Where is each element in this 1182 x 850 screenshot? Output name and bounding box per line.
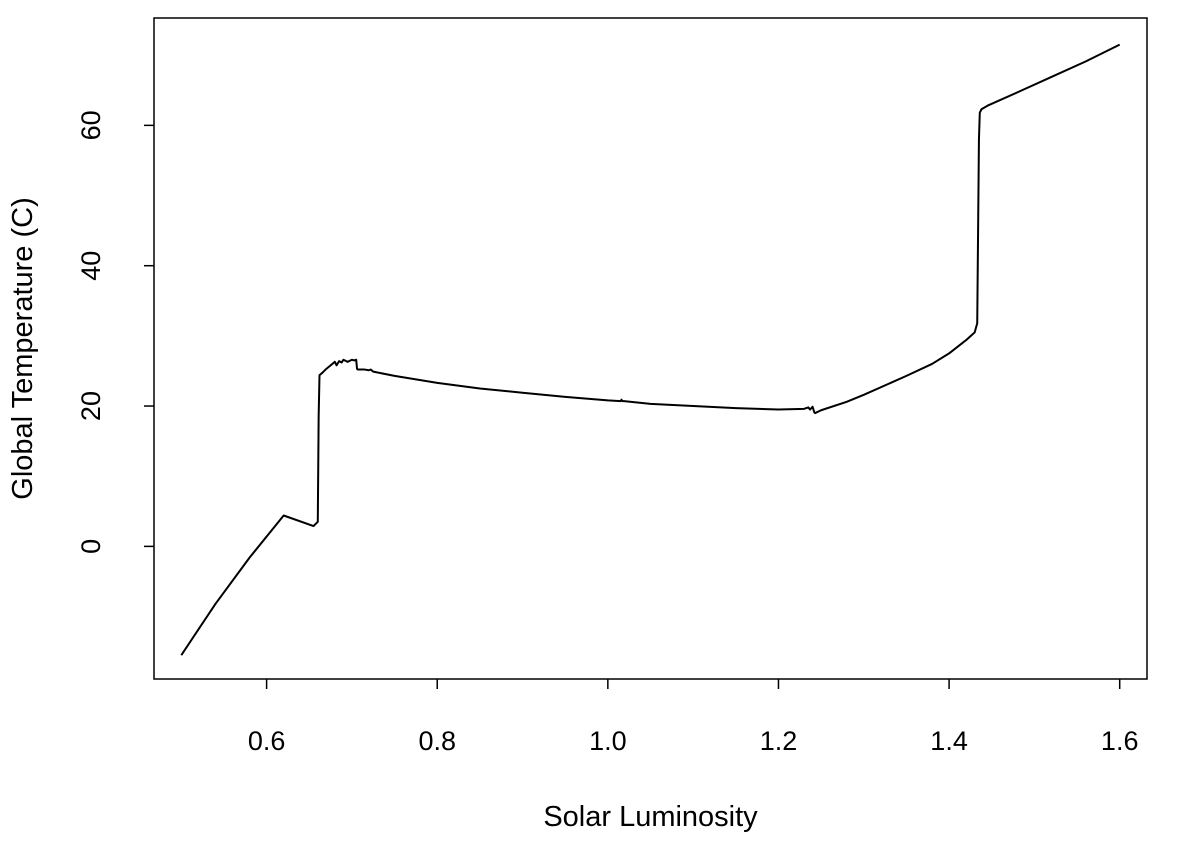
y-tick-label: 0 bbox=[76, 539, 106, 554]
plot-frame bbox=[153, 17, 1148, 680]
y-tick-label: 40 bbox=[76, 251, 106, 281]
y-axis-title: Global Temperature (C) bbox=[7, 197, 39, 499]
y-tick-label: 60 bbox=[76, 110, 106, 140]
x-tick-label: 0.6 bbox=[248, 726, 286, 756]
x-tick-label: 1.0 bbox=[589, 726, 627, 756]
x-tick-label: 1.2 bbox=[760, 726, 798, 756]
axis-labels: Solar Luminosity Global Temperature (C) bbox=[7, 197, 758, 833]
y-tick-label: 20 bbox=[76, 391, 106, 421]
axes: 0.6 0.8 1.0 1.2 1.4 1.6 0 20 40 60 bbox=[76, 17, 1148, 756]
x-tick-label: 1.4 bbox=[930, 726, 968, 756]
x-tick-label: 1.6 bbox=[1101, 726, 1139, 756]
x-tick-label: 0.8 bbox=[418, 726, 456, 756]
x-axis-title: Solar Luminosity bbox=[543, 801, 758, 833]
series-line bbox=[180, 43, 1121, 656]
